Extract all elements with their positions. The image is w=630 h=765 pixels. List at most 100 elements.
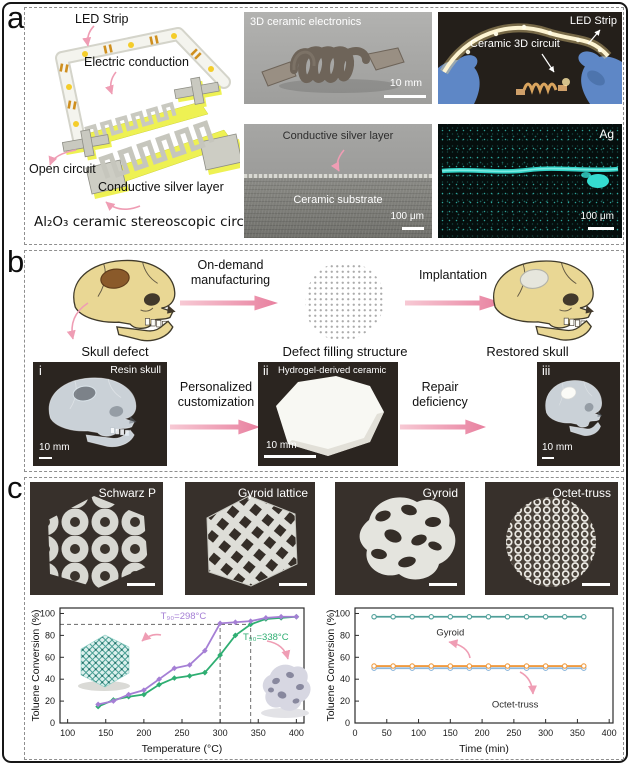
panel-a-letter: a (7, 0, 25, 35)
photo-iii-scale-bar (542, 456, 554, 459)
svg-text:20: 20 (45, 696, 55, 706)
octet-series-arrow (519, 671, 538, 695)
svg-text:250: 250 (174, 728, 189, 738)
schwarz-p-photo: Schwarz P (30, 482, 163, 595)
panel-b-letter: b (7, 244, 25, 279)
repair-arrow (400, 419, 486, 435)
svg-text:0: 0 (50, 718, 55, 728)
photo-ceramic-circuit-label: Ceramic 3D circuit (470, 38, 560, 50)
repair-label: Repair deficiency (412, 380, 468, 409)
photo-i-label: Resin skull (110, 364, 161, 376)
restored-skull-photo: iii 10 mm (537, 362, 620, 466)
svg-text:250: 250 (506, 728, 521, 738)
svg-text:350: 350 (251, 728, 266, 738)
photo-i-scale-bar (39, 456, 52, 459)
svg-text:0: 0 (345, 718, 350, 728)
svg-text:80: 80 (45, 630, 55, 640)
skull-defect-hole (100, 268, 130, 289)
svg-text:T₉₀=338°C: T₉₀=338°C (243, 632, 289, 643)
svg-text:Gyroid: Gyroid (436, 627, 464, 638)
svg-text:350: 350 (570, 728, 585, 738)
toluene-conversion-time-chart: 0 50 100 150 200 250 300 350 400 0 20 40 60 80 100 Time… (325, 607, 617, 755)
electric-conduction-label: Electric conduction (84, 55, 189, 69)
silver-layer-arrow (105, 201, 141, 211)
svg-text:60: 60 (45, 652, 55, 662)
photo-iii-implant-patch (560, 386, 577, 400)
gyroid-scale-bar (429, 582, 457, 586)
svg-text:150: 150 (98, 728, 113, 738)
photo-iii-index: iii (542, 364, 551, 378)
photo-i-index: i (39, 364, 42, 378)
schwarz-p-label: Schwarz P (98, 486, 156, 500)
photo-iii-scale-text: 10 mm (542, 442, 573, 453)
gyroid-lattice-label: Gyroid lattice (237, 486, 308, 500)
svg-text:200: 200 (136, 728, 151, 738)
open-circuit-label: Open circuit (29, 162, 96, 176)
svg-text:Octet-truss: Octet-truss (492, 700, 539, 711)
svg-text:100: 100 (60, 728, 75, 738)
svg-text:Time (min): Time (min) (459, 743, 509, 755)
diagram-caption: Al₂O₃ ceramic stereoscopic circuit (34, 214, 262, 230)
on-demand-label: On-demand manufacturing (190, 258, 271, 287)
skull-implant-patch (519, 268, 549, 289)
svg-text:80: 80 (340, 630, 350, 640)
photo-ii-index: ii (263, 364, 269, 378)
ceramic-disc-photo: ii Hydrogel-derived ceramic 10 mm (258, 362, 398, 466)
personalized-label: Personalized customization (177, 380, 255, 409)
photo-3d-scale-text: 10 mm (389, 77, 422, 90)
svg-text:400: 400 (289, 728, 304, 738)
on-demand-arrow (180, 295, 278, 311)
svg-text:300: 300 (213, 728, 228, 738)
svg-text:40: 40 (340, 674, 350, 684)
led-dots (59, 33, 214, 127)
ag-label: Ag (599, 127, 614, 141)
skull-defect-label: Skull defect (81, 344, 149, 359)
implantation-label: Implantation (418, 268, 488, 282)
resin-skull-defect-hole (72, 385, 97, 402)
restored-skull-illustration (493, 260, 594, 341)
svg-text:40: 40 (45, 674, 55, 684)
sem-substrate-label: Ceramic substrate (293, 194, 383, 206)
led-demo-photo: LED Strip Ceramic 3D circuit (438, 12, 622, 104)
photo-ii-scale-bar (264, 455, 316, 458)
sem-scale-bar (402, 227, 424, 230)
ceramic-circuit-diagram (48, 25, 240, 211)
svg-text:150: 150 (443, 728, 458, 738)
skull-defect-arrow (66, 302, 89, 340)
octet-truss-label: Octet-truss (552, 486, 611, 500)
restored-skull-label: Restored skull (486, 344, 569, 359)
photo-i-scale-text: 10 mm (39, 442, 70, 453)
ag-scale-bar (588, 227, 614, 230)
svg-text:Temperature (°C): Temperature (°C) (142, 743, 223, 755)
panel-c-letter: c (7, 470, 23, 505)
ceramic-electronics-photo: 3D ceramic electronics 10 mm (244, 12, 432, 104)
sem-scale-text: 100 μm (390, 211, 424, 222)
schwarz-p-scale-bar (127, 582, 155, 586)
octet-truss-scale-bar (582, 582, 610, 586)
silver-layer-photo-arrow (330, 149, 345, 172)
panel-a (24, 7, 624, 245)
svg-text:200: 200 (475, 728, 490, 738)
svg-text:Toluene Conversion (%): Toluene Conversion (%) (30, 609, 42, 721)
personalized-arrow (170, 419, 260, 435)
photo-3d-scale-bar (384, 94, 426, 98)
panel-c (24, 477, 624, 760)
ag-eds-map: Ag 100 μm (438, 124, 622, 238)
photo-led-strip-label: LED Strip (569, 15, 617, 27)
svg-text:60: 60 (340, 652, 350, 662)
ag-scale-text: 100 μm (580, 211, 614, 222)
gyroid-photo: Gyroid (335, 482, 465, 595)
photo-ii-scale-text: 10 mm (266, 440, 297, 451)
toluene-conversion-temperature-chart: 100 150 200 250 300 350 400 0 20 40 60 80 100 Tempera… (30, 607, 305, 755)
defect-filling-structure (305, 262, 385, 341)
gyroid-inset (261, 664, 311, 718)
conductive-silver-layer-label: Conductive silver layer (98, 180, 224, 194)
resin-skull-photo: i Resin skull 10 mm (33, 362, 167, 466)
sem-photo: Conductive silver layer Ceramic substrat… (244, 124, 432, 238)
led-strip-label: LED Strip (75, 12, 129, 26)
octet-truss-photo: Octet-truss (485, 482, 618, 595)
svg-text:400: 400 (602, 728, 617, 738)
svg-text:50: 50 (382, 728, 392, 738)
gyroid-lattice-scale-bar (279, 582, 307, 586)
